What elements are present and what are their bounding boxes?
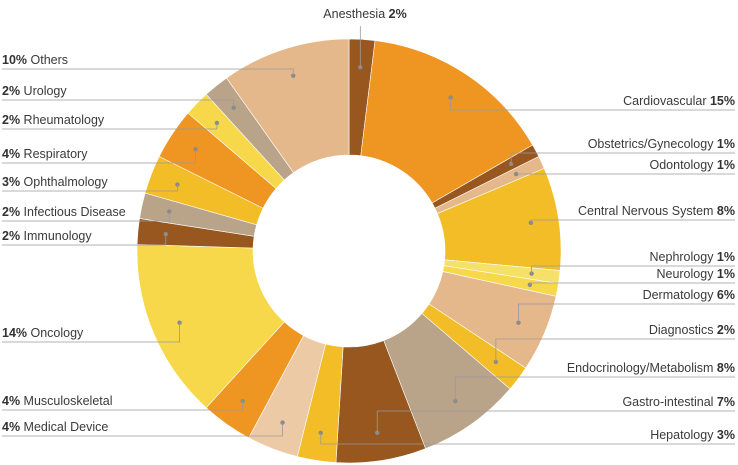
slice-label-percent: 2% xyxy=(2,205,20,219)
slice-label-medical-device: 4% Medical Device xyxy=(2,420,108,434)
slice-label-percent: 8% xyxy=(717,204,735,218)
leader-line-musculoskeletal xyxy=(2,401,244,411)
leader-dot-urology xyxy=(231,105,236,110)
leader-line-neurology xyxy=(529,282,735,285)
slice-label-percent: 6% xyxy=(717,288,735,302)
slice-label-name: Gastro-intestinal xyxy=(622,395,716,409)
slice-label-respiratory: 4% Respiratory xyxy=(2,147,88,161)
slice-label-name: Neurology xyxy=(656,267,716,281)
slice-label-percent: 3% xyxy=(717,428,735,442)
slice-label-name: Central Nervous System xyxy=(578,204,717,218)
slice-label-name: Rheumatology xyxy=(20,113,105,127)
slice-label-percent: 3% xyxy=(2,175,20,189)
slice-label-name: Diagnostics xyxy=(649,323,717,337)
leader-line-diagnostics xyxy=(495,338,735,362)
slice-label-percent: 1% xyxy=(717,250,735,264)
leader-line-others xyxy=(2,68,294,76)
slice-label-percent: 2% xyxy=(2,229,20,243)
slice-label-name: Nephrology xyxy=(650,250,717,264)
slice-label-name: Cardiovascular xyxy=(623,94,710,108)
slice-label-neurology: Neurology 1% xyxy=(656,267,735,281)
leader-line-urology xyxy=(2,99,235,108)
slice-label-percent: 4% xyxy=(2,420,20,434)
slice-label-musculoskeletal: 4% Musculoskeletal xyxy=(2,394,112,408)
slice-label-name: Hepatology xyxy=(650,428,717,442)
slice-label-dermatology: Dermatology 6% xyxy=(643,288,735,302)
slice-label-percent: 2% xyxy=(2,84,20,98)
slice-label-name: Infectious Disease xyxy=(20,205,126,219)
slice-label-percent: 4% xyxy=(2,394,20,408)
slice-label-name: Respiratory xyxy=(20,147,88,161)
slice-label-name: Anesthesia xyxy=(323,7,388,21)
leader-line-immunology xyxy=(2,234,167,246)
slice-label-percent: 7% xyxy=(717,395,735,409)
leader-line-oncology xyxy=(2,322,180,343)
slice-label-obstetrics-gynecology: Obstetrics/Gynecology 1% xyxy=(588,137,735,151)
slice-label-anesthesia: Anesthesia 2% xyxy=(323,7,406,21)
leader-line-respiratory xyxy=(2,149,197,164)
slice-label-odontology: Odontology 1% xyxy=(650,158,736,172)
slice-label-name: Oncology xyxy=(27,326,84,340)
slice-oncology xyxy=(136,244,285,409)
slice-label-diagnostics: Diagnostics 2% xyxy=(649,323,735,337)
slice-label-hepatology: Hepatology 3% xyxy=(650,428,735,442)
slice-label-percent: 14% xyxy=(2,326,27,340)
slice-label-name: Odontology xyxy=(650,158,717,172)
slice-label-percent: 1% xyxy=(717,267,735,281)
leader-line-endocrinology-metabolism xyxy=(454,376,735,402)
slice-label-percent: 8% xyxy=(717,361,735,375)
slice-label-urology: 2% Urology xyxy=(2,84,67,98)
slice-label-infectious-disease: 2% Infectious Disease xyxy=(2,205,126,219)
leader-line-gastro-intestinal xyxy=(376,410,735,433)
slice-labels: Anesthesia 2% Cardiovascular 15% Obstetric… xyxy=(2,7,735,442)
leader-line-hepatology xyxy=(320,432,735,445)
leader-line-central-nervous-system xyxy=(530,219,735,223)
slice-label-percent: 10% xyxy=(2,53,27,67)
slice-label-name: Medical Device xyxy=(20,420,108,434)
slice-label-cardiovascular: Cardiovascular 15% xyxy=(623,94,735,108)
slice-label-name: Others xyxy=(27,53,68,67)
slice-others xyxy=(226,38,350,174)
leader-line-infectious-disease xyxy=(2,211,170,222)
leader-dot-oncology xyxy=(177,320,182,325)
leader-dot-others xyxy=(291,73,296,78)
slice-label-name: Obstetrics/Gynecology xyxy=(588,137,717,151)
slice-label-immunology: 2% Immunology xyxy=(2,229,92,243)
slice-label-percent: 2% xyxy=(717,323,735,337)
slice-label-percent: 1% xyxy=(717,158,735,172)
slice-label-percent: 2% xyxy=(389,7,407,21)
leader-line-cardiovascular xyxy=(450,97,735,111)
leader-line-ophthalmology xyxy=(2,184,178,192)
slice-label-central-nervous-system: Central Nervous System 8% xyxy=(578,204,735,218)
donut-slices xyxy=(136,38,562,464)
leader-line-nephrology xyxy=(531,265,735,274)
leader-line-dermatology xyxy=(518,303,735,323)
slice-label-name: Urology xyxy=(20,84,67,98)
leader-lines xyxy=(2,26,735,445)
slice-label-percent: 15% xyxy=(710,94,735,108)
leader-line-obstetrics-gynecology xyxy=(510,152,735,164)
slice-label-name: Immunology xyxy=(20,229,92,243)
slice-label-oncology: 14% Oncology xyxy=(2,326,84,340)
leader-line-medical-device xyxy=(2,422,283,437)
slice-label-name: Endocrinology/Metabolism xyxy=(567,361,717,375)
slice-label-percent: 1% xyxy=(717,137,735,151)
slice-label-ophthalmology: 3% Ophthalmology xyxy=(2,175,108,189)
slice-label-others: 10% Others xyxy=(2,53,68,67)
slice-label-gastro-intestinal: Gastro-intestinal 7% xyxy=(622,395,735,409)
leader-line-rheumatology xyxy=(2,122,218,130)
slice-label-percent: 4% xyxy=(2,147,20,161)
slice-label-nephrology: Nephrology 1% xyxy=(650,250,735,264)
slice-label-rheumatology: 2% Rheumatology xyxy=(2,113,105,127)
slice-label-name: Dermatology xyxy=(643,288,717,302)
slice-label-name: Musculoskeletal xyxy=(20,394,112,408)
slice-label-percent: 2% xyxy=(2,113,20,127)
slice-label-name: Ophthalmology xyxy=(20,175,108,189)
slice-label-endocrinology-metabolism: Endocrinology/Metabolism 8% xyxy=(567,361,735,375)
slice-cardiovascular xyxy=(360,40,534,204)
